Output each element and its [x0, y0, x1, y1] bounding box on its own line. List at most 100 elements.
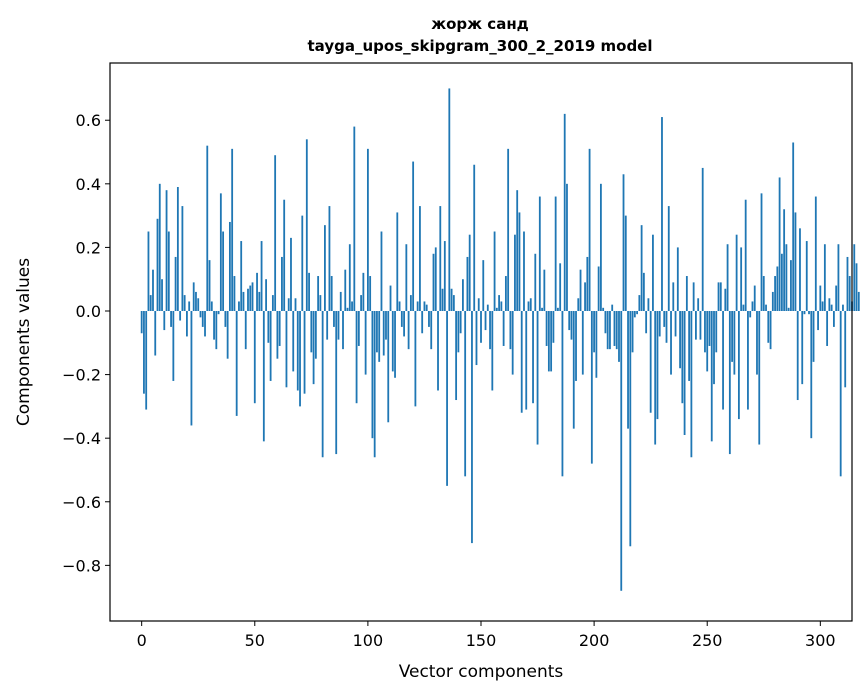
bar	[593, 311, 596, 353]
bar	[172, 311, 175, 381]
bar	[690, 311, 693, 458]
bar	[271, 295, 274, 311]
bar	[466, 256, 469, 311]
bar	[785, 244, 788, 311]
bar	[260, 241, 263, 311]
bar	[235, 311, 238, 416]
bar	[491, 311, 494, 391]
bar	[783, 209, 786, 311]
bar	[149, 295, 152, 311]
bar	[602, 307, 605, 311]
bar	[670, 311, 672, 375]
bar	[828, 298, 831, 311]
bar	[208, 260, 211, 311]
bar	[726, 244, 729, 311]
bar	[584, 282, 586, 311]
bar	[674, 311, 677, 337]
x-tick-label: 300	[805, 631, 836, 650]
bar	[416, 301, 419, 311]
bar	[615, 311, 618, 350]
bar	[563, 113, 566, 312]
bar	[441, 288, 444, 311]
bar	[514, 234, 516, 311]
bar	[774, 276, 776, 311]
bar	[330, 276, 333, 311]
bar	[547, 311, 550, 372]
bar	[566, 183, 568, 311]
bar	[335, 311, 338, 455]
bar	[265, 279, 267, 311]
bar	[285, 311, 288, 388]
bar	[819, 285, 822, 311]
bar	[301, 215, 304, 311]
bar	[188, 301, 191, 311]
bar	[839, 311, 842, 477]
bar	[629, 311, 632, 547]
bar	[181, 206, 184, 311]
bar	[464, 311, 467, 477]
bar	[719, 282, 722, 311]
bar	[780, 253, 783, 311]
bar	[324, 225, 326, 311]
bar	[724, 288, 727, 311]
bar	[511, 311, 514, 375]
bar	[545, 311, 548, 346]
bar	[701, 167, 704, 311]
bar	[287, 298, 290, 311]
bar	[278, 311, 281, 346]
bar	[760, 193, 763, 311]
bar	[226, 311, 229, 359]
bar	[231, 148, 234, 311]
bar	[224, 311, 227, 327]
bar	[733, 311, 736, 375]
bar	[242, 291, 245, 311]
bar	[156, 218, 159, 311]
bar	[830, 304, 833, 311]
bar	[190, 311, 193, 426]
bar	[489, 311, 491, 350]
bar	[846, 256, 849, 311]
bar	[398, 301, 401, 311]
bar	[735, 234, 738, 311]
bar	[403, 311, 405, 337]
bar	[667, 206, 670, 311]
bar	[848, 276, 851, 311]
bar	[561, 311, 564, 477]
bar	[692, 282, 695, 311]
bar	[143, 311, 145, 394]
bar	[342, 311, 344, 350]
bar	[326, 311, 329, 340]
bar	[161, 279, 163, 311]
bar	[362, 272, 365, 311]
bar	[228, 221, 231, 311]
bar	[713, 311, 715, 385]
bar	[299, 311, 301, 407]
bar	[423, 301, 426, 311]
bar	[281, 256, 283, 311]
bar	[360, 295, 363, 311]
bar	[821, 301, 824, 311]
bar	[378, 311, 381, 362]
bar	[833, 311, 835, 327]
bar	[758, 311, 761, 445]
x-tick-label: 100	[353, 631, 384, 650]
bar	[443, 241, 446, 311]
x-tick-label: 200	[579, 631, 610, 650]
bar	[778, 177, 781, 311]
bar	[722, 311, 724, 410]
bar	[382, 311, 385, 356]
bar	[389, 285, 392, 311]
bar	[627, 311, 629, 429]
y-tick-label: 0.2	[76, 238, 101, 257]
bar	[803, 311, 806, 315]
bar	[817, 311, 819, 331]
bar	[656, 311, 659, 420]
bar	[756, 311, 758, 375]
bar	[391, 311, 394, 372]
bar	[480, 311, 482, 343]
bar	[174, 256, 177, 311]
bar	[414, 311, 417, 407]
bar	[276, 311, 279, 359]
plot-frame	[109, 62, 853, 622]
bar	[810, 311, 813, 439]
